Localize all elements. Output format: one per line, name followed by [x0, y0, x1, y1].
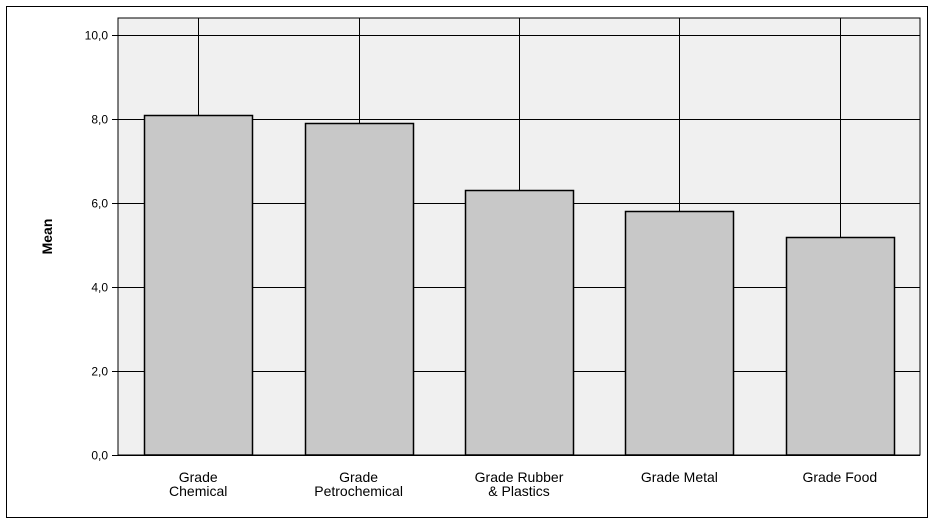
- x-axis-labels: Grade Chemical Grade Petrochemical Grade Rub…: [169, 469, 877, 499]
- y-tick-label: 8,0: [91, 113, 108, 127]
- bar: [143, 114, 254, 456]
- y-axis: 0,0 2,0 4,0 6,0 8,0 10,0: [85, 29, 118, 463]
- x-tick-label: Grade Petrochemical: [314, 469, 403, 499]
- y-tick-label: 4,0: [91, 281, 108, 295]
- bars: [118, 114, 920, 456]
- y-axis-title: Mean: [39, 219, 55, 255]
- bar: [624, 210, 735, 456]
- y-tick-label: 6,0: [91, 197, 108, 211]
- y-tick-label: 0,0: [91, 449, 108, 463]
- x-tick-label: Grade Chemical: [169, 469, 227, 499]
- x-tick-label: Grade Food: [802, 469, 877, 485]
- y-tick-label: 2,0: [91, 365, 108, 379]
- bar: [304, 122, 415, 456]
- bar: [785, 236, 896, 456]
- y-tick-label: 10,0: [85, 29, 109, 43]
- bar: [464, 189, 575, 456]
- x-tick-label: Grade Rubber & Plastics: [475, 469, 564, 499]
- x-tick-label: Grade Metal: [641, 469, 718, 485]
